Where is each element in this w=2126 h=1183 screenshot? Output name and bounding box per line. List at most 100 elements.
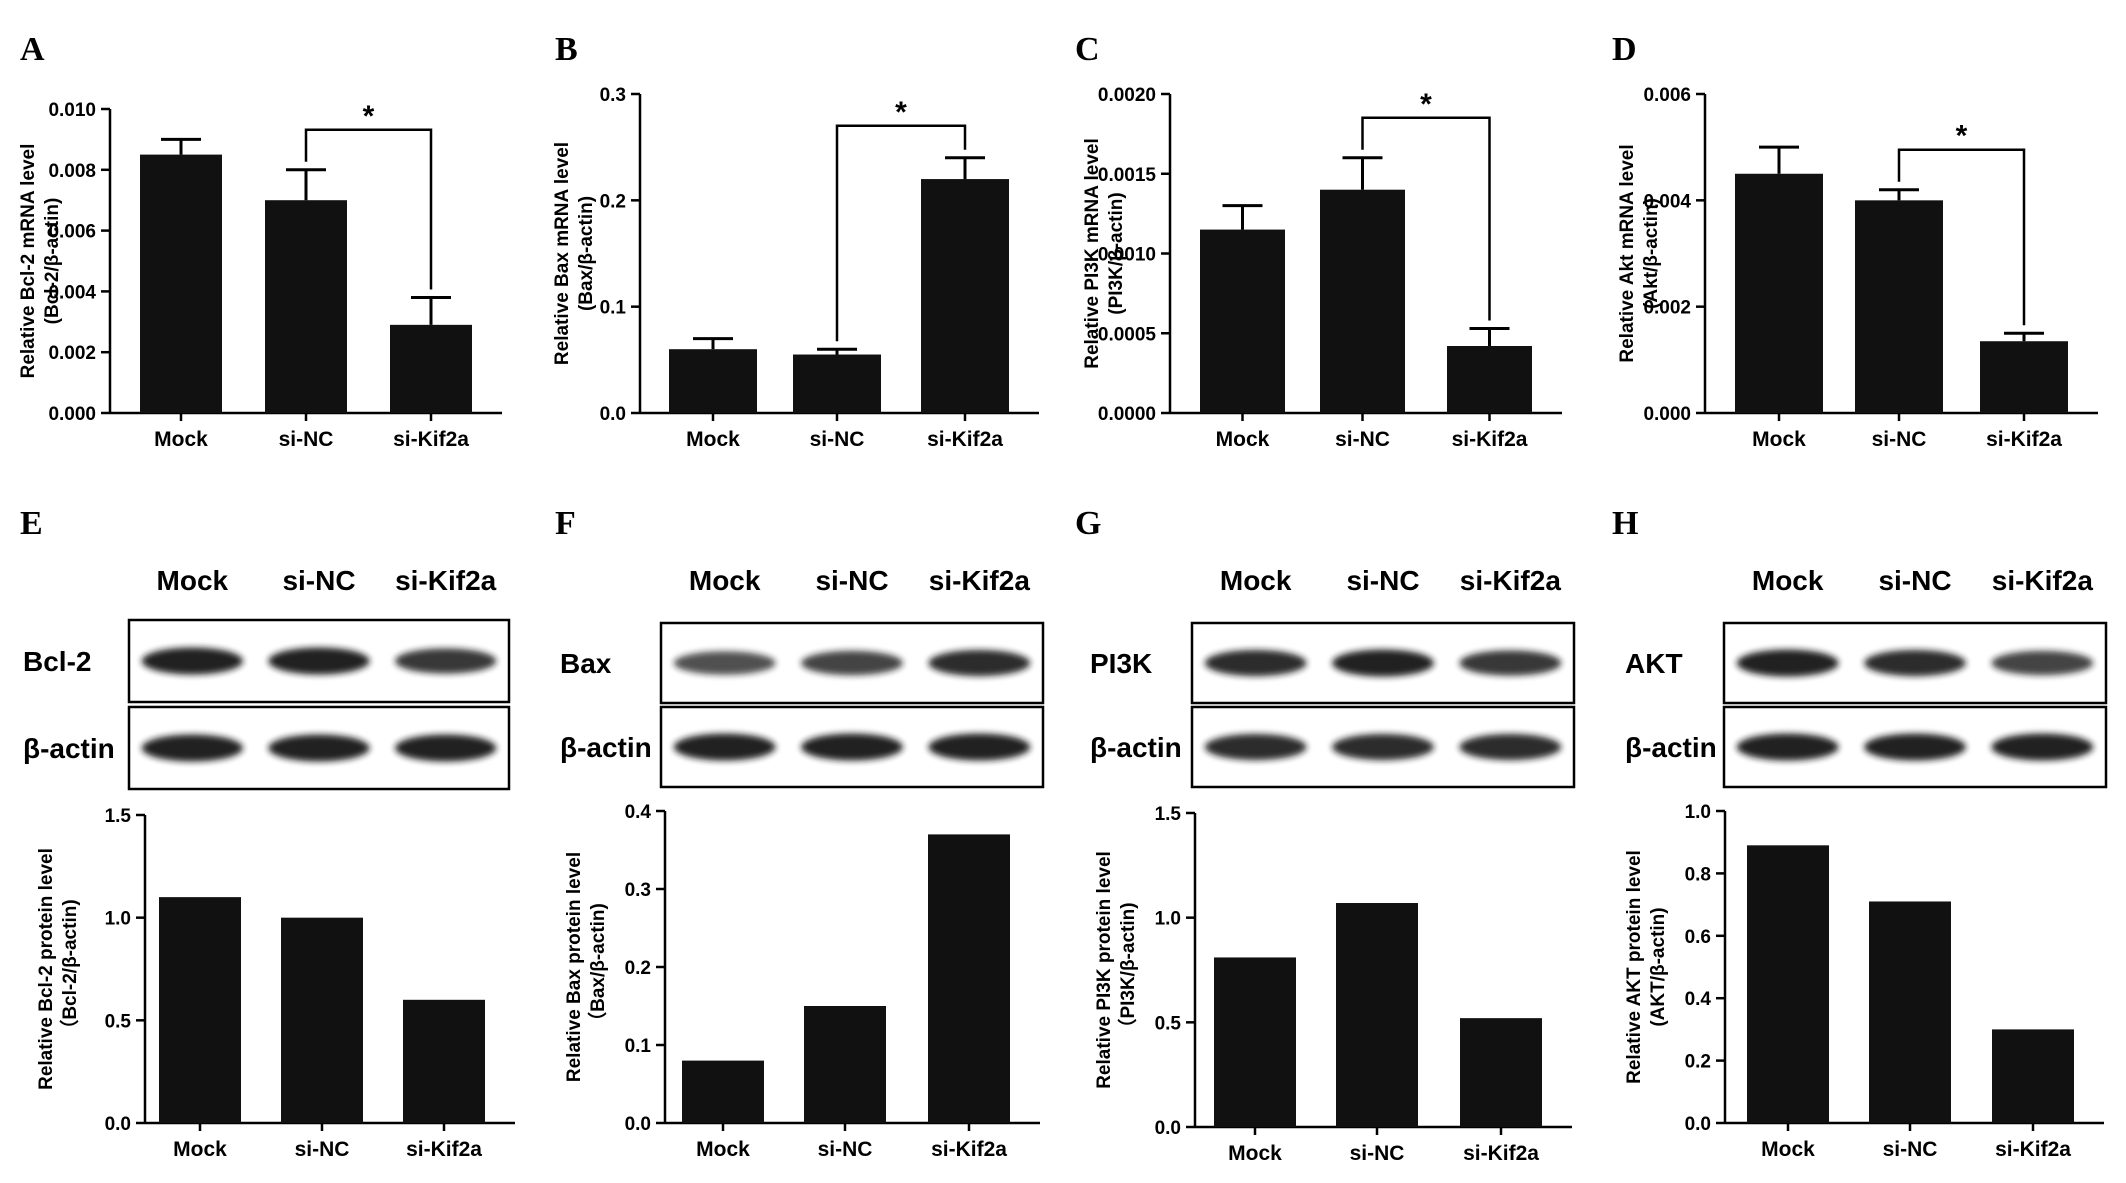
bar-mock [669,349,757,413]
bar-mock [1214,957,1296,1127]
y-tick-label: 0.2 [600,191,626,212]
bar-si-nc [1320,189,1405,413]
blot-band [801,733,903,761]
x-tick-label: si-Kif2a [927,428,1003,451]
blot-band [1459,733,1562,761]
y-tick-label: 0.0 [600,404,626,425]
y-tick-label: 0.3 [600,85,626,106]
bar-si-kif2a [403,999,485,1123]
chart-panel-e: E 0.0 0.5 1.0 1.5 Mock si-NC si-Kif2a Relative B… [20,505,515,1161]
chart-panel-g: G 0.0 0.5 1.0 1.5 Mock si-NC si-Kif2a Relative P… [1075,505,1572,1165]
y-tick-label: 0.000 [48,404,96,425]
x-tick-label: Mock [1216,428,1270,451]
y-tick-label: 0.002 [1643,298,1691,319]
y-tick-label: 0.002 [48,343,96,364]
y-axis-label: Relative Bcl-2 protein level [36,848,57,1090]
x-tick-label: si-Kif2a [393,428,469,451]
y-tick-label: 0.0010 [1098,245,1156,266]
y-tick-label: 0.0 [1155,1118,1181,1139]
y-tick-label: 0.0 [105,1114,131,1135]
panel-letter: G [1075,505,1101,542]
x-tick-label: si-NC [1335,428,1390,451]
panel-letter: C [1075,31,1100,68]
y-axis-label-normalization: （PI3K/β-actin) [1116,902,1139,1037]
y-tick-label: 0.006 [48,222,96,243]
chart-panel-a: A 0.000 0.002 0.004 0.006 0.008 0.010 Mock si-NC… [18,31,502,451]
bar-si-kif2a [1447,346,1532,413]
blot-row-label: β-actin [1090,732,1182,763]
y-axis-label: Relative Bax mRNA level [552,142,573,365]
y-tick-label: 1.0 [105,909,131,930]
panel-letter: B [555,31,578,68]
blot-band [1736,733,1839,761]
blot-lane-label: Mock [1220,565,1292,596]
significance-star: * [363,100,375,133]
y-tick-label: 0.2 [625,958,651,979]
y-tick-label: 0.5 [1155,1013,1182,1034]
chart-panel-f: F 0.0 0.1 0.2 0.3 0.4 Mock si-NC si-Kif2a Relativ… [555,505,1040,1161]
x-tick-label: Mock [1228,1142,1282,1165]
blot-band [1332,649,1434,677]
y-tick-label: 0.0 [625,1114,651,1135]
blot-lane-label: si-NC [1878,565,1951,596]
blot-row-label: Bcl-2 [23,646,91,677]
x-tick-label: Mock [173,1138,227,1161]
blot-row-label: β-actin [1625,732,1717,763]
blot-band [928,733,1031,761]
chart-panel-c: C 0.0000 0.0005 0.0010 0.0015 0.0020 Mock si-NC… [1075,31,1562,451]
blot-band [673,733,776,761]
western-blot-g: Mock si-NC si-Kif2a PI3K β-actin [1090,565,1576,789]
x-tick-label: Mock [1752,428,1806,451]
y-tick-label: 0.0000 [1098,404,1156,425]
significance-bracket [1897,148,2026,326]
y-tick-label: 0.1 [600,298,627,319]
significance-bracket [835,124,967,342]
bar-si-nc [1855,200,1943,413]
x-tick-label: Mock [686,428,740,451]
bar-si-nc [793,354,881,413]
western-blot-f: Mock si-NC si-Kif2a Bax β-actin [560,565,1045,789]
x-tick-label: si-NC [1350,1142,1405,1165]
western-blot-h: Mock si-NC si-Kif2a AKT β-actin [1625,565,2108,789]
x-tick-label: Mock [696,1138,750,1161]
blot-band [673,651,776,675]
significance-star: * [1956,120,1968,153]
bar-si-nc [1336,903,1418,1127]
y-tick-label: 1.5 [105,806,132,827]
blot-row-label: β-actin [560,732,652,763]
y-tick-label: 0.6 [1685,927,1711,948]
y-tick-label: 0.4 [1685,989,1712,1010]
bar-mock [682,1060,764,1123]
blot-lane-label: si-Kif2a [395,565,497,596]
y-tick-label: 0.004 [1643,191,1691,212]
x-tick-label: si-Kif2a [931,1138,1007,1161]
blot-row-label: β-actin [23,733,115,764]
blot-band [1991,650,2094,676]
y-tick-label: 0.004 [48,282,96,303]
y-axis-label-normalization: （Bcl-2/β-actin) [58,899,81,1038]
x-tick-label: si-Kif2a [1463,1142,1539,1165]
x-tick-label: si-Kif2a [1452,428,1528,451]
bar-si-nc [1869,901,1951,1123]
blot-band [268,734,370,762]
blot-band [395,734,497,762]
significance-star: * [895,96,907,129]
blot-band [141,647,243,675]
bar-si-kif2a [1992,1029,2074,1123]
y-tick-label: 1.0 [1685,802,1711,823]
y-tick-label: 0.1 [625,1036,652,1057]
blot-band [1459,650,1562,676]
x-tick-label: Mock [154,428,208,451]
x-tick-label: si-NC [1883,1138,1938,1161]
y-tick-label: 0.0020 [1098,85,1156,106]
y-axis-label: Relative PI3K protein level [1094,851,1115,1089]
x-tick-label: si-NC [295,1138,350,1161]
y-tick-label: 0.0015 [1098,165,1157,186]
panel-letter: A [20,31,45,68]
blot-band [1864,733,1966,761]
bar-si-nc [265,200,347,413]
blot-band [1204,649,1307,677]
bar-mock [140,154,222,413]
blot-lane-label: Mock [157,565,229,596]
